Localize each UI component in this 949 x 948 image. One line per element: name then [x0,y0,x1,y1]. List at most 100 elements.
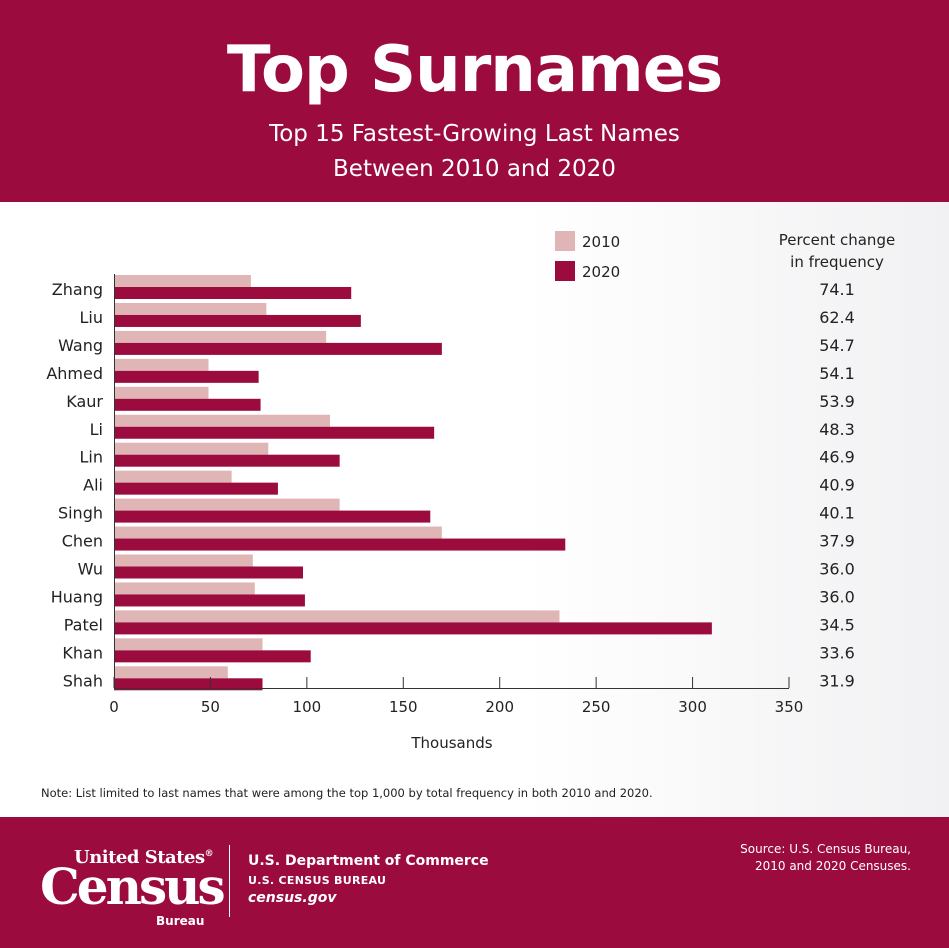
bar-chen-2010 [114,526,442,539]
percent-change-shah: 31.9 [819,671,855,690]
legend-swatch-2010 [555,231,575,251]
percent-change-zhang: 74.1 [819,280,855,299]
bar-patel-2010 [114,610,560,623]
x-tick-label-50: 50 [201,698,220,716]
bar-liu-2020 [114,314,361,327]
logo-census: Census [40,857,226,916]
footnote: Note: List limited to last names that we… [41,786,653,800]
bureau-name: U.S. CENSUS BUREAU [248,874,387,887]
percent-change-ahmed: 54.1 [819,364,855,383]
percent-change-kaur: 53.9 [819,392,855,411]
logo-registered-mark: ® [204,849,214,859]
bar-shah-2010 [114,666,228,679]
category-label-shah: Shah [63,671,103,690]
legend-label-2020: 2020 [582,263,620,281]
legend: 2010 2020 [555,231,620,281]
category-label-zhang: Zhang [52,280,103,299]
bar-zhang-2020 [114,287,352,299]
bar-huang-2010 [114,582,255,595]
category-label-patel: Patel [64,615,103,634]
category-label-lin: Lin [80,448,104,467]
bar-lin-2020 [114,454,340,467]
percent-change-patel: 34.5 [819,615,855,634]
category-label-huang: Huang [51,587,103,606]
category-label-khan: Khan [62,643,103,662]
footer-banner: United States® Census Bureau U.S. Depart… [0,817,949,948]
bar-wang-2020 [114,342,442,355]
legend-label-2010: 2010 [582,233,620,251]
logo-bureau: Bureau [156,914,205,928]
percent-change-wu: 36.0 [819,560,855,579]
bar-chen-2020 [114,538,566,551]
bar-liu-2010 [114,302,267,315]
subtitle-line-1: Top 15 Fastest-Growing Last Names [269,121,680,147]
bar-li-2010 [114,414,330,427]
bar-wu-2020 [114,566,303,579]
category-label-li: Li [90,420,103,439]
category-label-chen: Chen [62,532,103,551]
category-labels-group: Zhang Liu Wang Ahmed Kaur Li Lin Ali Singh Chen Wu… [46,280,103,690]
x-tick-label-100: 100 [293,698,322,716]
census-logo: United States® Census Bureau [40,847,226,937]
bar-lin-2010 [114,442,269,455]
website-link[interactable]: census.gov [248,890,337,906]
category-label-singh: Singh [58,504,103,523]
logo-united-states-text: United States [74,847,205,868]
bar-ali-2010 [114,470,232,483]
percent-change-singh: 40.1 [819,504,855,523]
x-tick-label-300: 300 [678,698,707,716]
page-title: Top Surnames [226,33,723,107]
legend-swatch-2020 [555,261,575,281]
footer-divider [229,845,230,917]
bar-khan-2010 [114,638,263,651]
bar-kaur-2020 [114,398,261,411]
x-tick-label-150: 150 [389,698,418,716]
bar-ali-2020 [114,482,278,495]
x-tick-label-350: 350 [775,698,804,716]
subtitle-line-2: Between 2010 and 2020 [333,156,616,182]
percent-change-lin: 46.9 [819,448,855,467]
source-line-2: 2010 and 2020 Censuses. [754,859,911,873]
bar-kaur-2010 [114,386,209,399]
bar-khan-2020 [114,650,311,663]
source-line-1: Source: U.S. Census Bureau, [740,842,911,856]
bar-shah-2020 [114,678,263,691]
bar-li-2020 [114,426,435,439]
bar-ahmed-2020 [114,370,259,383]
percent-change-huang: 36.0 [819,587,855,606]
x-tick-label-250: 250 [582,698,611,716]
bar-ahmed-2010 [114,358,209,371]
percent-change-liu: 62.4 [819,308,855,327]
category-label-ali: Ali [83,476,103,495]
x-tick-label-200: 200 [485,698,514,716]
bar-wu-2010 [114,554,253,567]
bar-huang-2020 [114,594,305,607]
department-name: U.S. Department of Commerce [248,853,489,869]
bar-wang-2010 [114,330,327,343]
category-label-wang: Wang [58,336,103,355]
percent-change-li: 48.3 [819,420,855,439]
percent-change-ali: 40.9 [819,476,855,495]
bar-patel-2020 [114,622,712,635]
bar-singh-2010 [114,498,340,511]
category-label-wu: Wu [78,560,103,579]
bars-group [114,275,712,691]
x-axis-label: Thousands [410,734,492,752]
category-label-kaur: Kaur [66,392,103,411]
category-label-ahmed: Ahmed [46,364,103,383]
bar-singh-2020 [114,510,431,523]
percent-change-header-line1: Percent change [779,231,895,249]
header-banner: Top Surnames Top 15 Fastest-Growing Last… [0,0,949,202]
percent-change-header-line2: in frequency [790,253,884,271]
x-tick-label-0: 0 [109,698,119,716]
percent-change-khan: 33.6 [819,643,855,662]
logo-united-states: United States® [74,847,214,868]
category-label-liu: Liu [80,308,104,327]
percent-change-group: 74.1 62.4 54.7 54.1 53.9 48.3 46.9 40.9 40.1 37.9… [819,280,855,690]
bar-zhang-2010 [114,275,251,287]
percent-change-wang: 54.7 [819,336,855,355]
source-note: Source: U.S. Census Bureau, 2010 and 202… [740,841,911,875]
percent-change-chen: 37.9 [819,532,855,551]
x-ticks-group: 0 50 100 150 200 250 300 350 [109,677,803,716]
